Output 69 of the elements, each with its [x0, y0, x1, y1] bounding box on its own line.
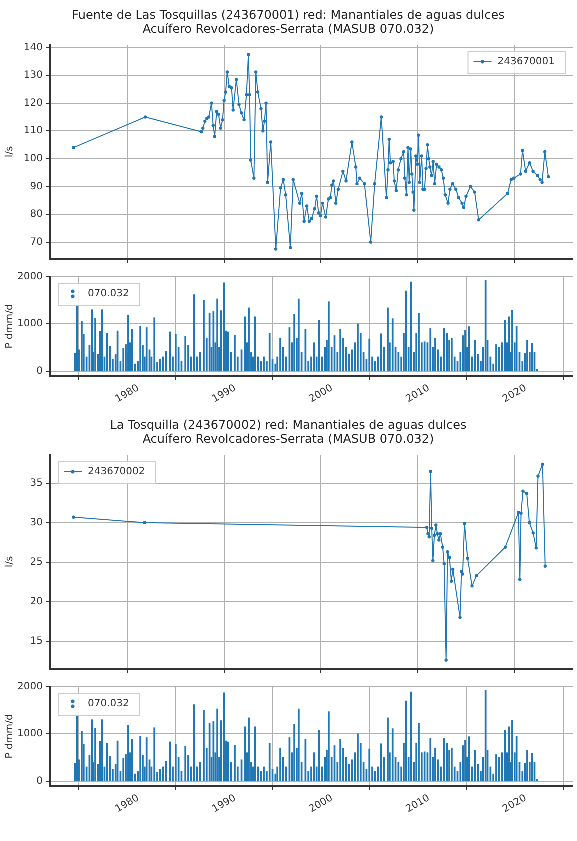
point: [448, 556, 452, 560]
point: [143, 521, 146, 525]
point: [517, 511, 520, 514]
point: [450, 580, 454, 583]
legend-label: 070.032: [88, 288, 130, 300]
point: [72, 516, 76, 519]
chart-subtitle: Acuífero Revolcadores-Serrata (MASUB 070.032): [142, 22, 436, 36]
point: [544, 564, 547, 568]
point: [525, 492, 529, 496]
y-tick-label: 0: [36, 776, 43, 787]
point: [442, 562, 446, 566]
point: [452, 568, 455, 572]
point: [461, 572, 464, 576]
point: [436, 532, 440, 536]
point: [434, 524, 438, 527]
point: [532, 532, 535, 535]
y-tick-label: 1000: [18, 728, 43, 740]
point: [541, 462, 544, 466]
y-axis-title: P dmm/d: [4, 304, 16, 349]
y-tick-label: 25: [30, 556, 43, 568]
point: [518, 578, 522, 582]
point: [463, 522, 466, 526]
y-tick-label: 30: [30, 518, 43, 529]
point: [425, 526, 429, 530]
y-tick-label: 80: [30, 209, 43, 220]
legend-label: 070.032: [88, 698, 130, 710]
chart-title: La Tosquilla (243670002) red: Manantiales de aguas dulces: [109, 418, 468, 432]
y-tick-label: 20: [30, 596, 43, 608]
y-tick-label: 90: [30, 181, 43, 192]
point: [428, 536, 431, 539]
y-tick-label: 120: [24, 98, 43, 109]
point: [438, 538, 441, 542]
point: [430, 526, 434, 530]
point: [458, 616, 462, 620]
y-axis-title: P dmm/d: [4, 714, 16, 759]
y-tick-label: 140: [24, 42, 43, 54]
point: [534, 546, 538, 550]
y-axis-title: l/s: [4, 146, 16, 158]
y-tick-label: 2000: [18, 272, 43, 283]
y-tick-label: 2000: [18, 682, 43, 693]
point: [439, 532, 442, 536]
point: [429, 470, 432, 474]
point: [470, 584, 474, 588]
point: [432, 559, 435, 562]
legend-label: 243670002: [88, 466, 146, 478]
point: [446, 550, 450, 554]
point: [536, 474, 540, 478]
y-tick-label: 0: [36, 366, 43, 377]
y-tick-label: 70: [30, 236, 43, 248]
y-tick-label: 100: [24, 154, 43, 165]
y-tick-label: 15: [30, 636, 43, 647]
y-axis-title: l/s: [4, 556, 16, 568]
legend-label: 243670001: [498, 56, 556, 68]
y-tick-label: 35: [30, 478, 43, 490]
point: [426, 532, 430, 536]
point: [528, 521, 532, 525]
y-tick-label: 110: [24, 126, 43, 137]
point: [466, 556, 470, 560]
chart-subtitle: Acuífero Revolcadores-Serrata (MASUB 070.032): [142, 432, 436, 446]
point: [433, 534, 436, 538]
point: [444, 658, 448, 662]
y-tick-label: 130: [24, 70, 43, 82]
point: [520, 512, 523, 516]
point: [522, 490, 525, 493]
point: [504, 546, 508, 549]
point: [475, 574, 478, 578]
chart-title: Fuente de Las Tosquillas (243670001) red: Manantiales de aguas dulces: [71, 8, 506, 22]
y-tick-label: 1000: [18, 318, 43, 330]
point: [441, 546, 445, 549]
